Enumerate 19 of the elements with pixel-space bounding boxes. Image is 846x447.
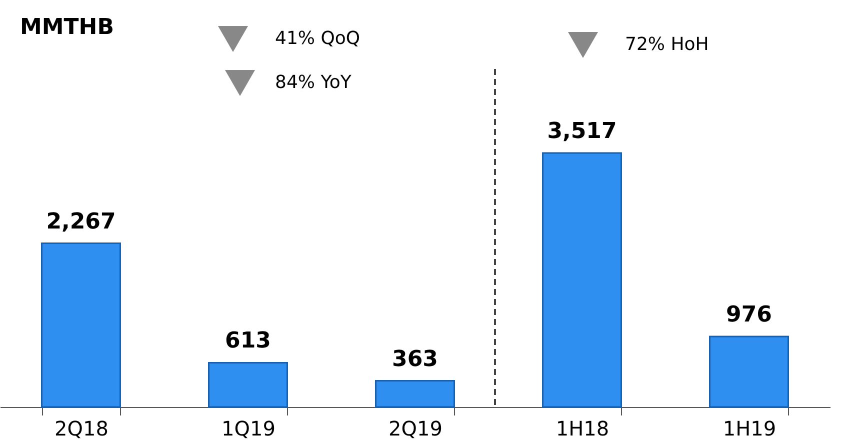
x-tick-label: 2Q18 — [54, 416, 108, 440]
data-label: 613 — [225, 328, 271, 354]
text: 84% YoY — [275, 72, 352, 93]
x-tick-label: 1H18 — [556, 416, 610, 440]
x-tick-label: 1Q19 — [222, 416, 276, 440]
text: 41% QoQ — [275, 28, 360, 49]
bar — [375, 380, 455, 408]
bar — [208, 362, 288, 408]
data-label: 3,517 — [547, 119, 617, 144]
data-label: 2,267 — [46, 209, 116, 234]
data-label: 976 — [726, 302, 772, 328]
bar — [709, 336, 789, 408]
data-label: 363 — [392, 346, 438, 372]
x-tick-label: 2Q19 — [388, 416, 442, 440]
x-tick-label: 1H19 — [722, 416, 776, 440]
bar — [542, 152, 622, 408]
chart-title: MMTHB — [20, 15, 114, 40]
text: 72% HoH — [625, 34, 709, 55]
bar — [41, 242, 121, 408]
